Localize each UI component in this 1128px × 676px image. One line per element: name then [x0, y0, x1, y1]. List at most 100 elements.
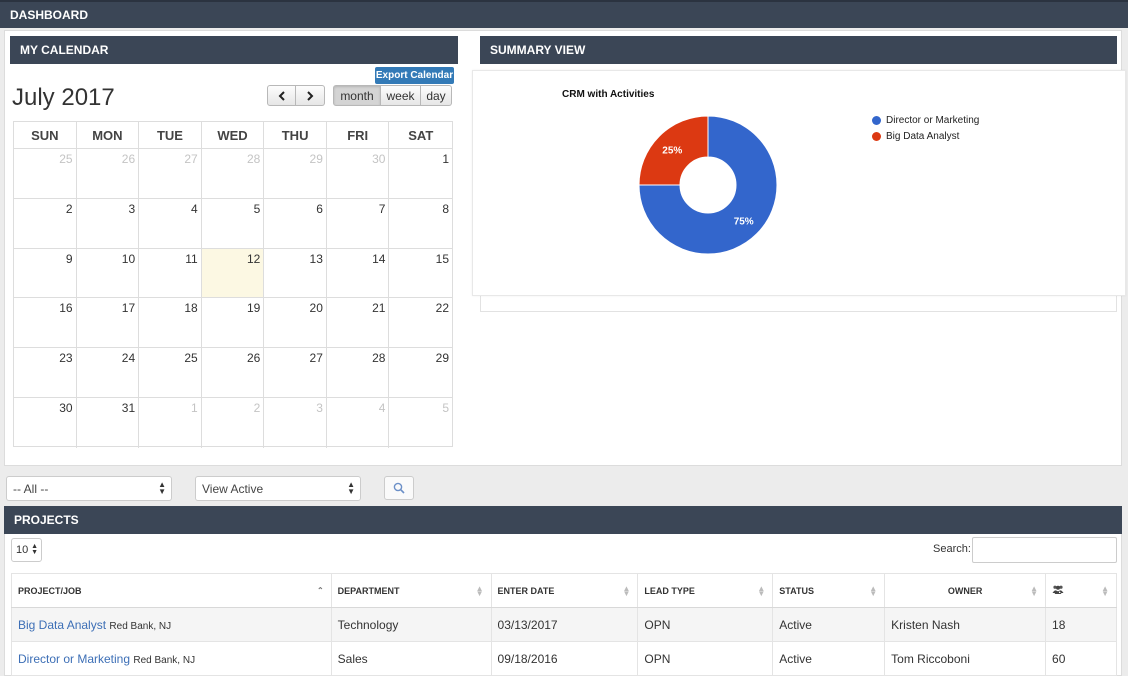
sort-icon: ▲ ▼: [622, 584, 631, 598]
projects-header: PROJECTS: [4, 506, 1122, 534]
calendar-day[interactable]: 2: [14, 198, 77, 248]
calendar-day[interactable]: 27: [264, 348, 327, 397]
column-lead-type[interactable]: LEAD TYPE ▲ ▼: [637, 573, 774, 608]
calendar-day[interactable]: 18: [139, 298, 202, 348]
calendar-day[interactable]: 3: [264, 397, 327, 448]
sort-icon: ▲ ▼: [869, 584, 878, 598]
calendar-day[interactable]: 31: [77, 397, 140, 448]
category-filter-value: -- All --: [13, 481, 49, 496]
calendar-day[interactable]: 30: [14, 397, 77, 448]
calendar-day[interactable]: 30: [327, 149, 390, 198]
calendar-day[interactable]: 23: [14, 348, 77, 397]
calendar-day[interactable]: 9: [14, 248, 77, 298]
calendar-day[interactable]: 6: [264, 198, 327, 248]
calendar-day[interactable]: 28: [327, 348, 390, 397]
legend-item[interactable]: Director or Marketing: [872, 115, 979, 126]
calendar-day[interactable]: 20: [264, 298, 327, 348]
legend-item[interactable]: Big Data Analyst: [872, 131, 959, 142]
view-week-button[interactable]: week: [381, 85, 421, 106]
calendar-week: 9 10 11 12 13 14 15: [14, 248, 452, 299]
weekday-header: TUE: [139, 122, 202, 148]
cell-date: 03/13/2017: [490, 607, 639, 642]
summary-frame: [480, 296, 1117, 312]
calendar-day[interactable]: 10: [77, 248, 140, 298]
column-department[interactable]: DEPARTMENT ▲ ▼: [330, 573, 492, 608]
calendar-day[interactable]: 21: [327, 298, 390, 348]
calendar-day[interactable]: 15: [435, 251, 450, 266]
calendar-day[interactable]: 4: [327, 397, 390, 448]
calendar-day[interactable]: 14: [327, 248, 390, 298]
column-project[interactable]: PROJECT/JOB ⌃: [11, 573, 332, 608]
column-enter-date[interactable]: ENTER DATE ▲ ▼: [490, 573, 639, 608]
column-label: LEAD TYPE: [644, 585, 695, 596]
calendar-day[interactable]: 22: [435, 301, 450, 316]
project-link[interactable]: Big Data Analyst: [18, 617, 107, 632]
table-search-input[interactable]: [972, 537, 1117, 563]
dashboard-header: DASHBOARD: [0, 0, 1128, 28]
calendar-day[interactable]: 8: [442, 201, 450, 216]
sort-icon: ▲ ▼: [1030, 584, 1039, 598]
calendar-day-today[interactable]: 12: [201, 248, 265, 298]
calendar-day[interactable]: 5: [442, 400, 450, 415]
calendar-day[interactable]: 28: [202, 149, 265, 198]
view-month-button[interactable]: month: [333, 85, 381, 106]
cell-status: Active: [772, 607, 886, 642]
column-members[interactable]: ▲ ▼: [1045, 573, 1117, 608]
page-size-select[interactable]: 10 ▲ ▼: [11, 538, 42, 562]
calendar-day[interactable]: 1: [442, 152, 450, 166]
legend-label: Director or Marketing: [886, 115, 980, 126]
calendar-day[interactable]: 4: [139, 198, 202, 248]
cell-department: Sales: [330, 641, 492, 676]
slice-label: 25%: [662, 145, 682, 156]
users-icon: [1052, 585, 1064, 594]
weekday-header: MON: [77, 122, 140, 148]
project-link[interactable]: Director or Marketing: [18, 651, 131, 666]
slice-label: 75%: [734, 217, 754, 228]
calendar-day[interactable]: 25: [139, 348, 202, 397]
table-row: Director or Marketing Red Bank, NJ Sales…: [11, 641, 1117, 676]
calendar-day[interactable]: 5: [202, 198, 265, 248]
search-label: Search:: [933, 543, 971, 555]
calendar-day[interactable]: 1: [139, 397, 202, 448]
category-filter-select[interactable]: -- All -- ▲ ▼: [6, 476, 172, 501]
filter-search-button[interactable]: [384, 476, 414, 500]
sort-icon: ▲ ▼: [1101, 584, 1109, 598]
prev-month-button[interactable]: [267, 85, 296, 106]
table-row: Big Data Analyst Red Bank, NJ Technology…: [11, 607, 1117, 642]
calendar-day[interactable]: 26: [202, 348, 265, 397]
view-day-button[interactable]: day: [421, 85, 452, 106]
calendar-day[interactable]: 25: [14, 149, 77, 198]
export-calendar-button[interactable]: Export Calendar: [375, 67, 454, 84]
cell-project: Director or Marketing Red Bank, NJ: [11, 641, 332, 676]
column-label: OWNER: [947, 585, 983, 596]
select-arrows-icon: ▲ ▼: [347, 480, 355, 496]
calendar-day[interactable]: 26: [77, 149, 140, 198]
calendar-day[interactable]: 16: [14, 298, 77, 348]
calendar-day[interactable]: 17: [77, 298, 140, 348]
column-status[interactable]: STATUS ▲ ▼: [772, 573, 886, 608]
calendar-day[interactable]: 3: [77, 198, 140, 248]
calendar-day[interactable]: 29: [435, 351, 450, 366]
calendar-day[interactable]: 13: [264, 248, 327, 298]
status-filter-select[interactable]: View Active ▲ ▼: [195, 476, 361, 501]
calendar-day[interactable]: 24: [77, 348, 140, 397]
status-filter-value: View Active: [202, 481, 264, 496]
calendar-day[interactable]: 29: [264, 149, 327, 198]
next-month-button[interactable]: [296, 85, 325, 106]
cell-members: 60: [1045, 641, 1117, 676]
chart-title: CRM with Activities: [562, 89, 655, 100]
dashboard-title: DASHBOARD: [10, 8, 88, 22]
calendar-day[interactable]: 11: [139, 248, 202, 298]
calendar-grid: SUN MON TUE WED THU FRI SAT 25 26 27 28 29 30 1 2 3 4 5 6…: [13, 121, 453, 448]
calendar-day[interactable]: 19: [202, 298, 265, 348]
cell-members: 18: [1045, 607, 1117, 642]
calendar-day[interactable]: 27: [139, 149, 202, 198]
donut-slice[interactable]: [638, 115, 709, 186]
column-owner[interactable]: OWNER ▲ ▼: [884, 573, 1047, 608]
calendar-day[interactable]: 7: [327, 198, 390, 248]
legend-dot-icon: [872, 132, 881, 141]
calendar-day[interactable]: 2: [202, 397, 265, 448]
donut-slice[interactable]: [638, 115, 778, 255]
chart-container: CRM with Activities 75% 25% Director or M…: [472, 70, 1126, 296]
